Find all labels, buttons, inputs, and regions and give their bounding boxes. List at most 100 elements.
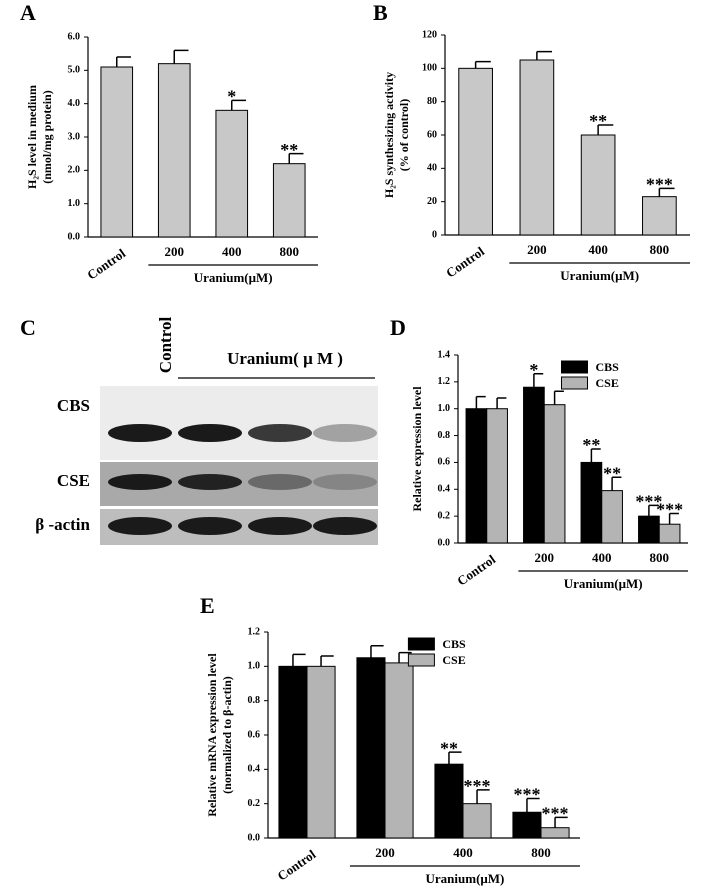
y-tick-label: 20 (427, 196, 437, 207)
significance: ** (589, 111, 607, 131)
error-bar (611, 476, 622, 491)
bar (486, 408, 508, 544)
y-tick-label: 0.8 (248, 695, 261, 706)
legend-swatch (407, 653, 435, 667)
error-bar (173, 49, 189, 64)
error-bar (370, 644, 384, 658)
x-tick-label: Control (275, 846, 319, 883)
bar (384, 662, 414, 839)
significance: *** (513, 785, 540, 805)
x-tick-label: 200 (535, 550, 555, 565)
y-tick-label: 0.2 (438, 510, 451, 521)
error-bar (476, 789, 490, 804)
bar (580, 461, 603, 544)
x-tick-label: 200 (165, 244, 185, 259)
error-bar (553, 390, 564, 405)
error-bar (648, 504, 659, 517)
blot-band (178, 474, 242, 490)
y-tick-label: 4.0 (68, 98, 81, 109)
error-bar (526, 797, 540, 813)
x-tick-label: 200 (375, 845, 395, 860)
group-label: Uranium(μM) (564, 576, 643, 591)
error-bar (590, 448, 601, 463)
legend-label: CBS (442, 637, 466, 651)
error-bar (474, 60, 491, 69)
x-tick-label: 800 (650, 550, 670, 565)
panel-label: E (200, 593, 215, 618)
group-label: Uranium(μM) (426, 871, 505, 886)
significance: *** (656, 500, 683, 520)
group-label: Uranium(μM) (560, 268, 639, 283)
row-label: CSE (57, 471, 90, 490)
x-tick-label: 800 (531, 845, 551, 860)
error-bar (496, 397, 507, 409)
significance: ** (280, 140, 298, 160)
panel-label: A (20, 0, 36, 25)
x-tick-label: 800 (280, 244, 300, 259)
y-tick-label: 5.0 (68, 65, 81, 76)
error-bar (116, 56, 131, 67)
y-tick-label: 120 (422, 29, 437, 40)
legend-label: CBS (596, 360, 620, 374)
y-tick-label: 1.4 (438, 349, 451, 360)
blot-band (313, 474, 377, 490)
x-tick-label: 400 (453, 845, 473, 860)
y-tick-label: 1.0 (248, 661, 261, 672)
significance: *** (646, 174, 673, 194)
blot-band (313, 424, 377, 442)
y-tick-label: 0.8 (438, 430, 451, 441)
bar (462, 803, 492, 839)
bar (434, 763, 464, 839)
y-tick-label: 0 (432, 229, 437, 240)
bar (215, 109, 249, 238)
significance: * (529, 360, 538, 380)
bar (465, 408, 488, 544)
y-axis-label: (nmol/mg protein) (40, 90, 54, 183)
significance: ** (603, 463, 621, 483)
bar (272, 163, 306, 238)
y-tick-label: 6.0 (68, 31, 81, 42)
error-bar (475, 395, 486, 409)
y-axis-label: Relative expression level (410, 386, 424, 512)
y-axis-label: (% of control) (397, 99, 411, 171)
y-tick-label: 40 (427, 163, 437, 174)
error-bar (536, 50, 553, 60)
error-bar (533, 373, 544, 388)
blot-band (178, 424, 242, 442)
error-bar (668, 512, 679, 525)
blot-band (248, 517, 312, 535)
bar (306, 665, 336, 839)
error-bar (320, 655, 334, 667)
group-label: Uranium(μM) (194, 270, 273, 285)
y-tick-label: 3.0 (68, 131, 81, 142)
panel-label: B (373, 0, 388, 25)
bar (458, 67, 493, 236)
bar (523, 386, 545, 544)
blot-band (313, 517, 377, 535)
y-tick-label: 0.4 (438, 484, 451, 495)
legend-swatch (407, 637, 435, 651)
y-tick-label: 0.6 (438, 457, 451, 468)
error-bar (398, 651, 412, 663)
y-axis-label: (normalized to β-actin) (220, 676, 234, 794)
bar (512, 811, 542, 839)
bar (540, 827, 570, 839)
y-tick-label: 0.0 (248, 832, 261, 843)
bar (638, 515, 660, 544)
significance: *** (542, 804, 569, 824)
lane-label: Control (156, 317, 175, 374)
blot-band (248, 424, 312, 442)
x-tick-label: 400 (222, 244, 242, 259)
x-tick-label: 400 (592, 550, 612, 565)
bar (543, 404, 566, 544)
y-tick-label: 1.2 (248, 626, 261, 637)
row-label: β -actin (35, 515, 90, 534)
y-axis-label: Relative mRNA expression level (205, 653, 219, 817)
bar (278, 665, 308, 839)
blot-band (108, 474, 172, 490)
bar (157, 63, 191, 238)
significance: ** (440, 738, 458, 758)
blot-strip (100, 386, 378, 460)
significance: *** (635, 492, 662, 512)
